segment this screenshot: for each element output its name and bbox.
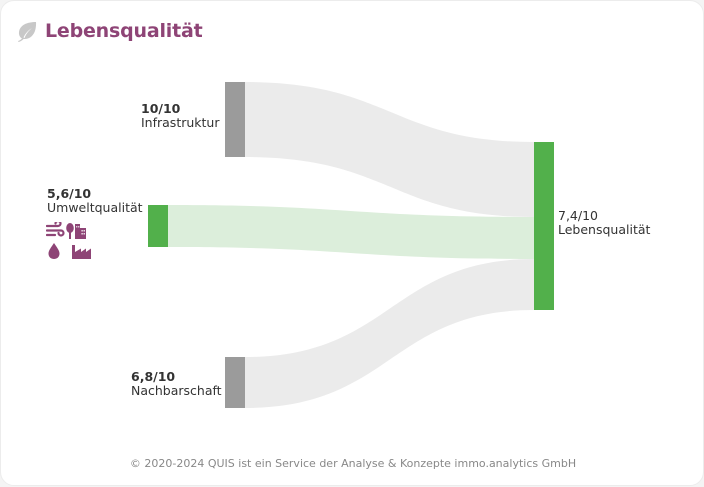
tree-city-icon [66, 223, 86, 239]
leaf-icon [18, 22, 37, 42]
copyright-footer: © 2020-2024 QUIS ist ein Service der Ana… [129, 457, 577, 470]
node-nachbarschaft[interactable] [225, 357, 245, 408]
score-umweltqualitaet: 5,6/10 [47, 186, 92, 201]
label-umweltqualitaet: 5,6/10 Umweltqualität [47, 187, 143, 215]
flow-umweltqualitaet[interactable] [168, 205, 534, 259]
label-infrastruktur: 10/10 Infrastruktur [141, 102, 220, 130]
water-drop-icon [48, 243, 60, 259]
node-infrastruktur[interactable] [225, 82, 245, 157]
name-infrastruktur: Infrastruktur [141, 115, 220, 130]
name-lebensqualitaet: Lebensqualität [558, 222, 651, 237]
wind-icon [45, 219, 65, 237]
score-infrastruktur: 10/10 [141, 101, 181, 116]
umwelt-icons [45, 219, 94, 268]
node-umweltqualitaet[interactable] [148, 205, 168, 247]
card-title: Lebensqualität [45, 20, 203, 42]
factory-icon [72, 245, 91, 259]
name-umweltqualitaet: Umweltqualität [47, 200, 143, 215]
score-nachbarschaft: 6,8/10 [131, 369, 176, 384]
node-lebensqualitaet[interactable] [534, 142, 554, 310]
score-lebensqualitaet: 7,4/10 [558, 208, 598, 223]
card-header: Lebensqualität [15, 19, 203, 43]
label-nachbarschaft: 6,8/10 Nachbarschaft [131, 370, 222, 398]
label-lebensqualitaet: 7,4/10 Lebensqualität [558, 209, 650, 237]
name-nachbarschaft: Nachbarschaft [131, 383, 222, 398]
flow-infrastruktur[interactable] [245, 82, 534, 217]
flow-nachbarschaft[interactable] [245, 259, 534, 408]
